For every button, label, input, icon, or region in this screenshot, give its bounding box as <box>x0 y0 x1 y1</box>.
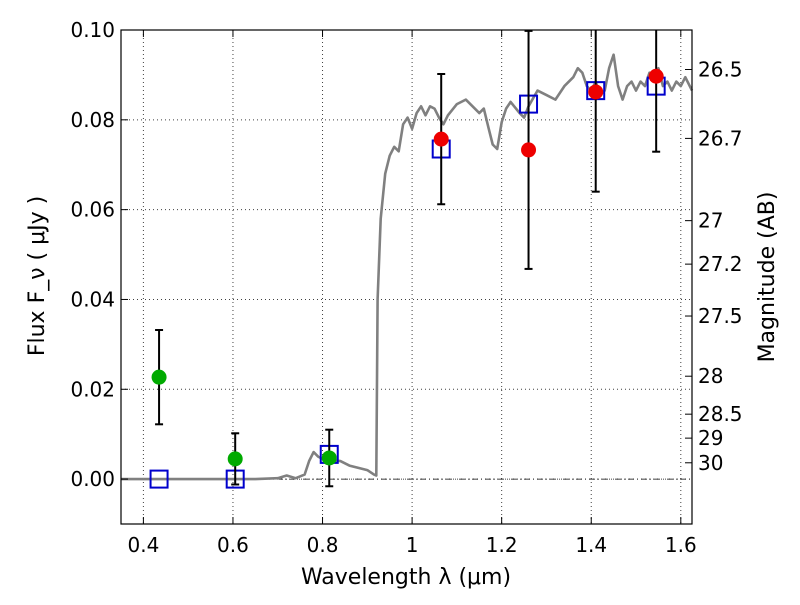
x-tick-label: 0.4 <box>127 533 159 557</box>
red-observed-flux-marker <box>521 142 537 158</box>
x-tick-label: 0.6 <box>217 533 249 557</box>
x-tick-label: 1.2 <box>486 533 518 557</box>
y-tick-label: 0.04 <box>70 287 115 311</box>
y-tick-label: 0.06 <box>70 198 115 222</box>
x-tick-label: 1.4 <box>575 533 607 557</box>
magnitude-tick-label: 26.7 <box>698 126 743 150</box>
grid-layer <box>121 29 692 524</box>
x-tick-label: 1 <box>406 533 419 557</box>
green-observed-flux-marker <box>227 451 243 467</box>
y-tick-label: 0.08 <box>70 108 115 132</box>
y-tick-label: 0.00 <box>70 467 115 491</box>
magnitude-tick-label: 28 <box>698 364 723 388</box>
x-axis-label: Wavelength λ (μm) <box>301 565 511 590</box>
x-tick-label: 1.6 <box>665 533 697 557</box>
model-flux-square-marker <box>149 469 169 489</box>
red-observed-flux-marker <box>588 84 604 100</box>
axes-layer: 0.4 0.6 0.8 1 1.2 1.4 1.6 0.00 0.02 0.04 0.06 0.08 0… <box>70 18 742 557</box>
magnitude-tick-label: 27.5 <box>698 304 743 328</box>
y2-axis-label: Magnitude (AB) <box>755 192 780 363</box>
magnitude-tick-label: 27 <box>698 209 723 233</box>
magnitude-tick-label: 30 <box>698 451 723 475</box>
green-observed-flux-marker <box>321 450 337 466</box>
green-observed-flux-marker <box>151 369 167 385</box>
magnitude-tick-label: 29 <box>698 426 723 450</box>
x-tick-label: 0.8 <box>307 533 339 557</box>
magnitude-tick-label: 27.2 <box>698 252 743 276</box>
y-tick-label: 0.02 <box>70 377 115 401</box>
red-observed-flux-marker <box>648 68 664 84</box>
template-spectrum-line <box>121 53 694 481</box>
plot-frame <box>120 29 693 525</box>
y-tick-label: 0.10 <box>70 18 115 42</box>
magnitude-tick-label: 28.5 <box>698 402 743 426</box>
y-axis-label: Flux F_ν ( μJy ) <box>25 196 50 356</box>
red-observed-flux-marker <box>433 131 449 147</box>
magnitude-tick-label: 26.5 <box>698 57 743 81</box>
plot-layer <box>121 29 694 489</box>
